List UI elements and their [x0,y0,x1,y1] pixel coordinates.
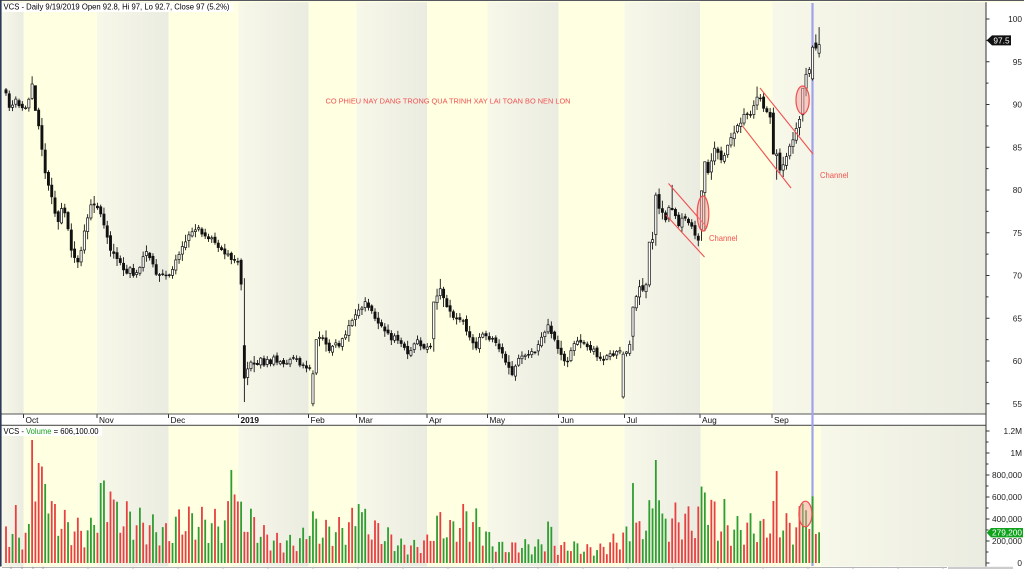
svg-text:60: 60 [1013,356,1023,366]
svg-text:Jul: Jul [627,415,638,425]
svg-text:400,000: 400,000 [992,514,1022,524]
svg-text:CO PHIEU NAY DANG TRONG QUA TR: CO PHIEU NAY DANG TRONG QUA TRINH XAY LA… [326,97,571,106]
svg-text:200,000: 200,000 [992,536,1022,546]
svg-text:95: 95 [1013,57,1023,67]
svg-text:65: 65 [1013,313,1023,323]
svg-text:VCS - Volume = 606,100.00: VCS - Volume = 606,100.00 [4,426,99,436]
svg-text:Oct: Oct [26,415,40,425]
svg-text:1M: 1M [1010,448,1022,458]
svg-text:100: 100 [1008,14,1022,24]
svg-text:600,000: 600,000 [992,492,1022,502]
svg-text:85: 85 [1013,142,1023,152]
svg-text:Sep: Sep [774,415,789,425]
svg-text:80: 80 [1013,185,1023,195]
svg-text:Channel: Channel [709,234,738,243]
svg-text:Apr: Apr [429,415,442,425]
svg-text:Dec: Dec [171,415,186,425]
svg-text:1.2M: 1.2M [1004,426,1023,436]
svg-text:0: 0 [1017,558,1022,568]
svg-text:90: 90 [1013,100,1023,110]
svg-text:97.5: 97.5 [993,35,1010,45]
svg-text:Mar: Mar [359,415,374,425]
svg-text:70: 70 [1013,271,1023,281]
svg-text:800,000: 800,000 [992,470,1022,480]
svg-text:2019: 2019 [241,415,260,425]
svg-text:Aug: Aug [702,415,717,425]
svg-text:Channel: Channel [820,171,849,180]
svg-text:75: 75 [1013,228,1023,238]
svg-text:VCS - Daily 9/19/2019 Open 92.: VCS - Daily 9/19/2019 Open 92.8, Hi 97, … [4,2,230,12]
svg-text:55: 55 [1013,399,1023,409]
svg-text:Nov: Nov [99,415,115,425]
svg-text:May: May [490,415,507,425]
svg-text:Feb: Feb [311,415,326,425]
svg-text:279,200: 279,200 [992,528,1022,538]
svg-text:Jun: Jun [561,415,575,425]
